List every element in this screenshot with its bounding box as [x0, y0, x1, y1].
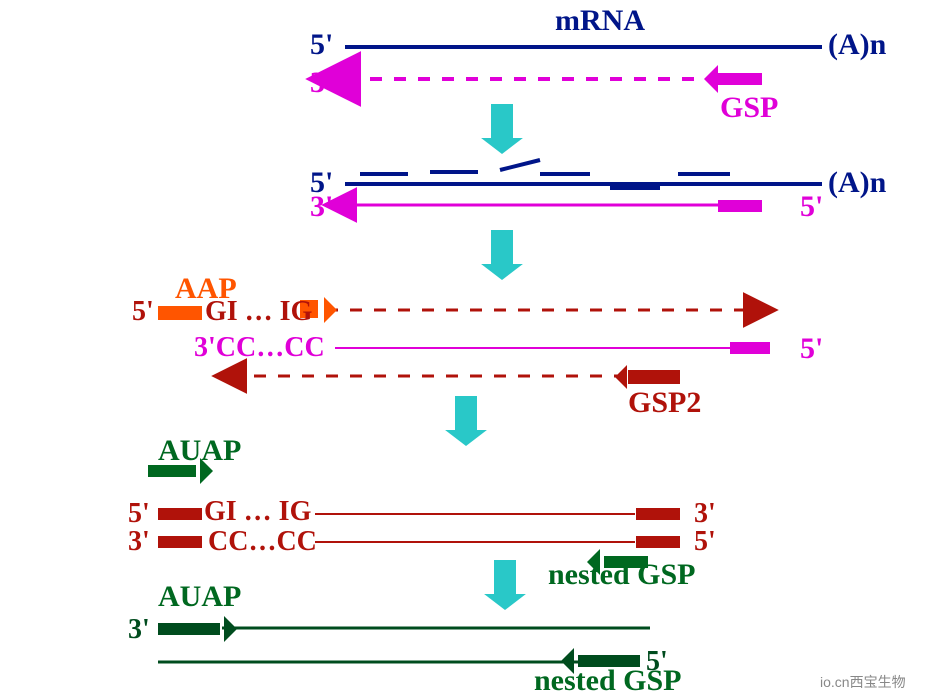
down4-head	[484, 594, 526, 610]
lab-gi-ig-1: GI … IG	[205, 298, 312, 326]
down3-head	[445, 430, 487, 446]
lab-An-top: (A)n	[828, 30, 886, 60]
watermark: io.cn西宝生物	[820, 672, 906, 692]
mrna-title: mRNA	[555, 6, 645, 36]
gsp2-box-4a	[636, 508, 680, 520]
down2-shaft	[491, 230, 513, 264]
lab-An-step2: (A)n	[828, 168, 886, 198]
gsp-primer	[718, 73, 762, 85]
auap2-head	[224, 616, 237, 642]
down2-head	[481, 264, 523, 280]
lab-5p-step3r: 5'	[800, 334, 823, 364]
lab-nestedgsp-2: nested GSP	[534, 666, 682, 692]
lab-5p-step2r: 5'	[800, 192, 823, 222]
lab-3p-step5l: 3'	[128, 616, 150, 644]
aap-box-4b	[158, 536, 202, 548]
degr3a	[500, 160, 540, 170]
lab-auap-1: AUAP	[158, 436, 241, 466]
lab-auap-2: AUAP	[158, 582, 241, 612]
aap-box	[158, 306, 202, 320]
gsp2-head	[615, 365, 627, 389]
lab-5p-step4l: 5'	[128, 500, 150, 528]
aap-head	[324, 297, 337, 323]
gsp-head	[704, 65, 718, 93]
lab-5p-step4r: 5'	[694, 528, 716, 556]
aap-box-4a	[158, 508, 202, 520]
lab-gi-ig-2: GI … IG	[204, 498, 311, 526]
lab-3p-top: 3'	[310, 68, 333, 98]
lab-gsp2: GSP2	[628, 388, 701, 418]
lab-3pCC: 3'CC…CC	[194, 334, 325, 362]
lab-3p-step2: 3'	[310, 192, 333, 222]
auap-box2	[158, 623, 220, 635]
gsp2-box	[628, 370, 680, 384]
down4-shaft	[494, 560, 516, 594]
lab-5p-step3l: 5'	[132, 298, 154, 326]
lab-nestedgsp-1: nested GSP	[548, 560, 696, 590]
down1-shaft	[491, 104, 513, 138]
lab-cc-cc-2: CC…CC	[208, 528, 317, 556]
lab-gsp: GSP	[720, 93, 778, 123]
lab-3p-step4l: 3'	[128, 528, 150, 556]
lab-3p-step4r: 3'	[694, 500, 716, 528]
lab-5p-top: 5'	[310, 30, 333, 60]
cdna3-primer-box	[730, 342, 770, 354]
down1-head	[481, 138, 523, 154]
down3-shaft	[455, 396, 477, 430]
gsp2-box-4b	[636, 536, 680, 548]
